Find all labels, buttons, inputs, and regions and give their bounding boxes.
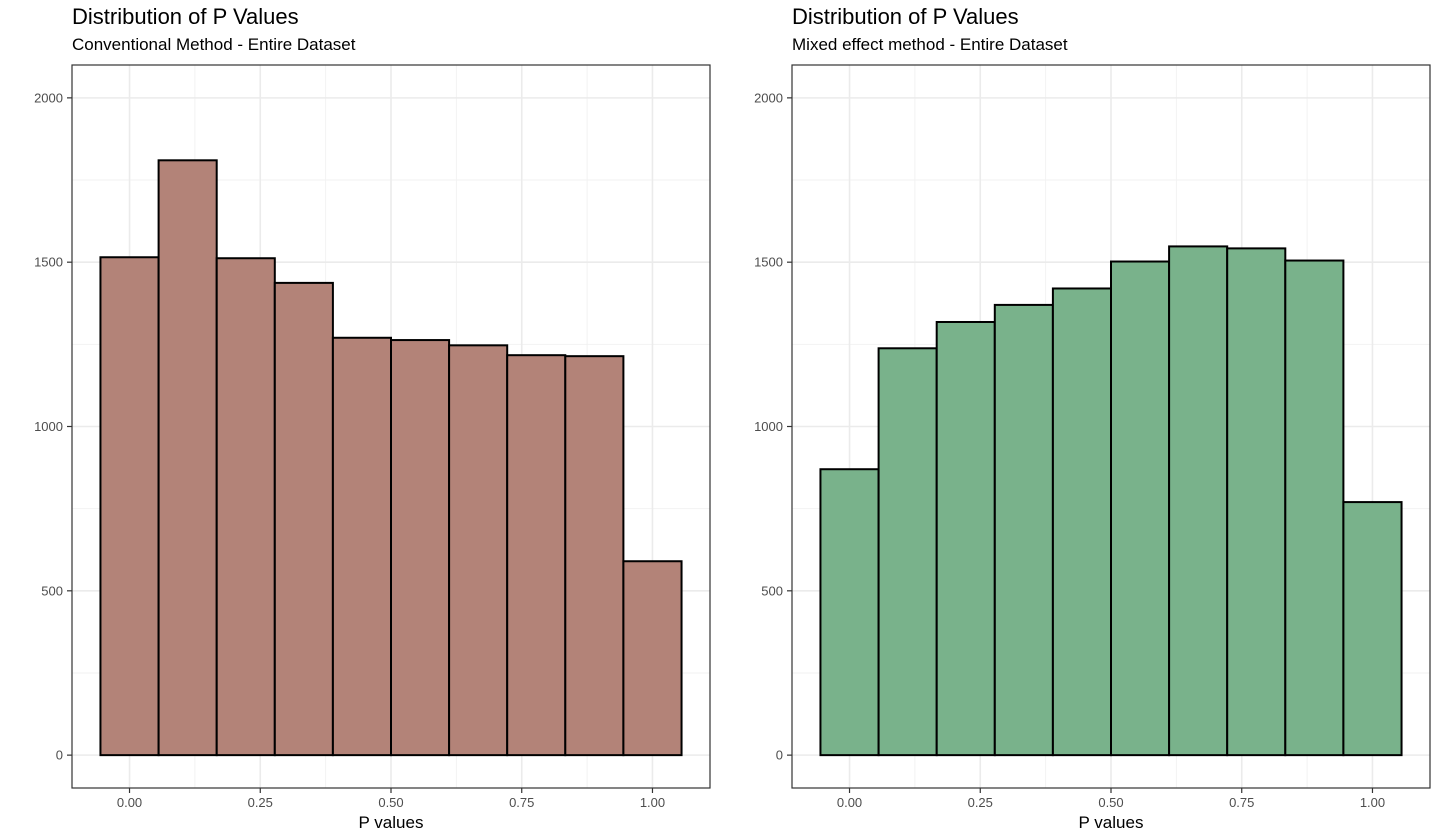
x-tick-label: 0.00 xyxy=(837,795,862,810)
x-axis: 0.00 0.25 0.50 0.75 1.00 xyxy=(117,788,665,810)
y-tick-label: 2000 xyxy=(34,90,63,105)
x-axis: 0.00 0.25 0.50 0.75 1.00 xyxy=(837,788,1385,810)
histogram-bar xyxy=(819,468,880,757)
y-tick-label: 0 xyxy=(56,748,63,763)
histogram-bar xyxy=(273,281,334,757)
x-tick-label: 0.25 xyxy=(248,795,273,810)
x-axis-title: P values xyxy=(359,813,424,832)
histogram-conventional: 0 500 1000 1500 2000 0.00 0.25 0.50 0.75 1.00 P va… xyxy=(34,64,711,832)
histogram-bars xyxy=(819,245,1403,757)
y-tick-label: 500 xyxy=(761,583,783,598)
histogram-bar xyxy=(622,560,683,757)
chart-panel-conventional: Distribution of P Values Conventional Me… xyxy=(34,4,711,832)
y-tick-label: 2000 xyxy=(754,90,783,105)
histogram-bar xyxy=(1342,501,1403,757)
y-axis: 0 500 1000 1500 2000 xyxy=(34,90,72,763)
histogram-bars xyxy=(99,159,683,757)
y-tick-label: 1000 xyxy=(754,419,783,434)
histogram-bar xyxy=(935,320,996,757)
y-axis: 0 500 1000 1500 2000 xyxy=(754,90,792,763)
x-tick-label: 0.50 xyxy=(1098,795,1123,810)
x-tick-label: 0.50 xyxy=(378,795,403,810)
y-tick-label: 1500 xyxy=(754,255,783,270)
histogram-bar xyxy=(564,355,625,757)
histogram-bar xyxy=(506,354,567,757)
x-tick-label: 0.25 xyxy=(968,795,993,810)
chart-panel-mixed-effect: Distribution of P Values Mixed effect me… xyxy=(720,0,1440,840)
x-tick-label: 0.75 xyxy=(1229,795,1254,810)
histogram-bar xyxy=(215,257,276,757)
y-tick-label: 1000 xyxy=(34,419,63,434)
histogram-bar xyxy=(1051,287,1113,757)
histogram-bar xyxy=(331,336,393,757)
y-tick-label: 1500 xyxy=(34,255,63,270)
x-axis-title: P values xyxy=(1079,813,1144,832)
histogram-bar xyxy=(448,344,509,757)
x-tick-label: 1.00 xyxy=(640,795,665,810)
histogram-bar xyxy=(1168,245,1229,757)
x-tick-label: 0.75 xyxy=(509,795,534,810)
histogram-bar xyxy=(1110,260,1171,757)
y-tick-label: 0 xyxy=(776,748,783,763)
histogram-mixed-effect: 0 500 1000 1500 2000 0.00 0.25 0.50 0.75 1.00 P va… xyxy=(754,64,1431,832)
histogram-bar xyxy=(1226,247,1287,757)
chart-subtitle: Conventional Method - Entire Dataset xyxy=(72,35,356,54)
y-tick-label: 500 xyxy=(41,583,63,598)
histogram-bar xyxy=(1284,259,1345,757)
chart-title: Distribution of P Values xyxy=(72,4,299,29)
histogram-bar xyxy=(99,256,160,757)
histogram-bar xyxy=(157,159,218,757)
histogram-bar xyxy=(390,339,451,757)
histogram-bar xyxy=(877,347,938,757)
x-tick-label: 1.00 xyxy=(1360,795,1385,810)
x-tick-label: 0.00 xyxy=(117,795,142,810)
chart-title: Distribution of P Values xyxy=(792,4,1019,29)
histogram-bar xyxy=(993,303,1054,757)
chart-subtitle: Mixed effect method - Entire Dataset xyxy=(792,35,1068,54)
